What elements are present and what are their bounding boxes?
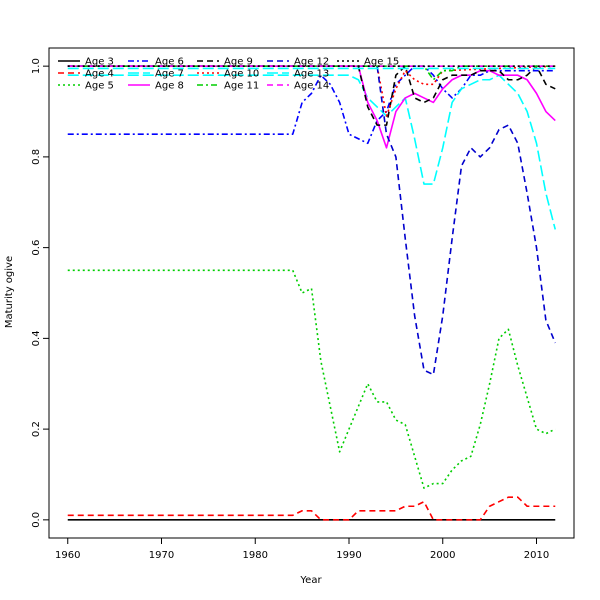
- y-tick-label: 0.0: [31, 512, 42, 528]
- y-axis: 0.0 0.2 0.4 0.6 0.8 1.0: [31, 58, 49, 528]
- legend-label-age-4: Age 4: [85, 69, 114, 80]
- y-tick-label: 1.0: [31, 58, 42, 74]
- x-tick-label: 1970: [149, 550, 174, 561]
- legend-label-age-13: Age 13: [294, 69, 329, 80]
- legend-label-age-6: Age 6: [155, 57, 184, 68]
- x-axis-title: Year: [299, 575, 322, 586]
- legend-label-age-11: Age 11: [224, 81, 259, 92]
- legend-label-age-12: Age 12: [294, 57, 329, 68]
- series-line-age-10: [67, 65, 556, 117]
- legend-label-age-3: Age 3: [85, 57, 114, 68]
- series-line-age-4: [67, 496, 556, 521]
- series-line-age-5: [67, 269, 556, 489]
- series-line-age-9: [67, 65, 556, 126]
- x-axis: 1960 1970 1980 1990 2000 2010: [55, 538, 549, 561]
- y-axis-title: Maturity ogive: [4, 256, 15, 328]
- series-line-age-8: [67, 65, 556, 149]
- x-tick-label: 1990: [336, 550, 361, 561]
- legend-label-age-9: Age 9: [224, 57, 253, 68]
- plot-frame: [48, 47, 575, 539]
- series-layer: [67, 65, 557, 521]
- legend-label-age-5: Age 5: [85, 81, 114, 92]
- y-tick-label: 0.2: [31, 421, 42, 437]
- x-tick-label: 1980: [243, 550, 268, 561]
- legend-label-age-7: Age 7: [155, 69, 184, 80]
- series-line-age-12: [67, 65, 556, 376]
- x-tick-label: 1960: [55, 550, 80, 561]
- y-tick-label: 0.4: [31, 330, 42, 346]
- x-tick-label: 2000: [430, 550, 455, 561]
- legend-label-age-10: Age 10: [224, 69, 259, 80]
- series-line-age-7: [67, 74, 557, 230]
- x-tick-label: 2010: [524, 550, 549, 561]
- legend-label-age-15: Age 15: [364, 57, 399, 68]
- y-tick-label: 0.6: [31, 240, 42, 256]
- y-tick-label: 0.8: [31, 149, 42, 165]
- legend-label-age-14: Age 14: [294, 81, 329, 92]
- legend-label-age-8: Age 8: [155, 81, 184, 92]
